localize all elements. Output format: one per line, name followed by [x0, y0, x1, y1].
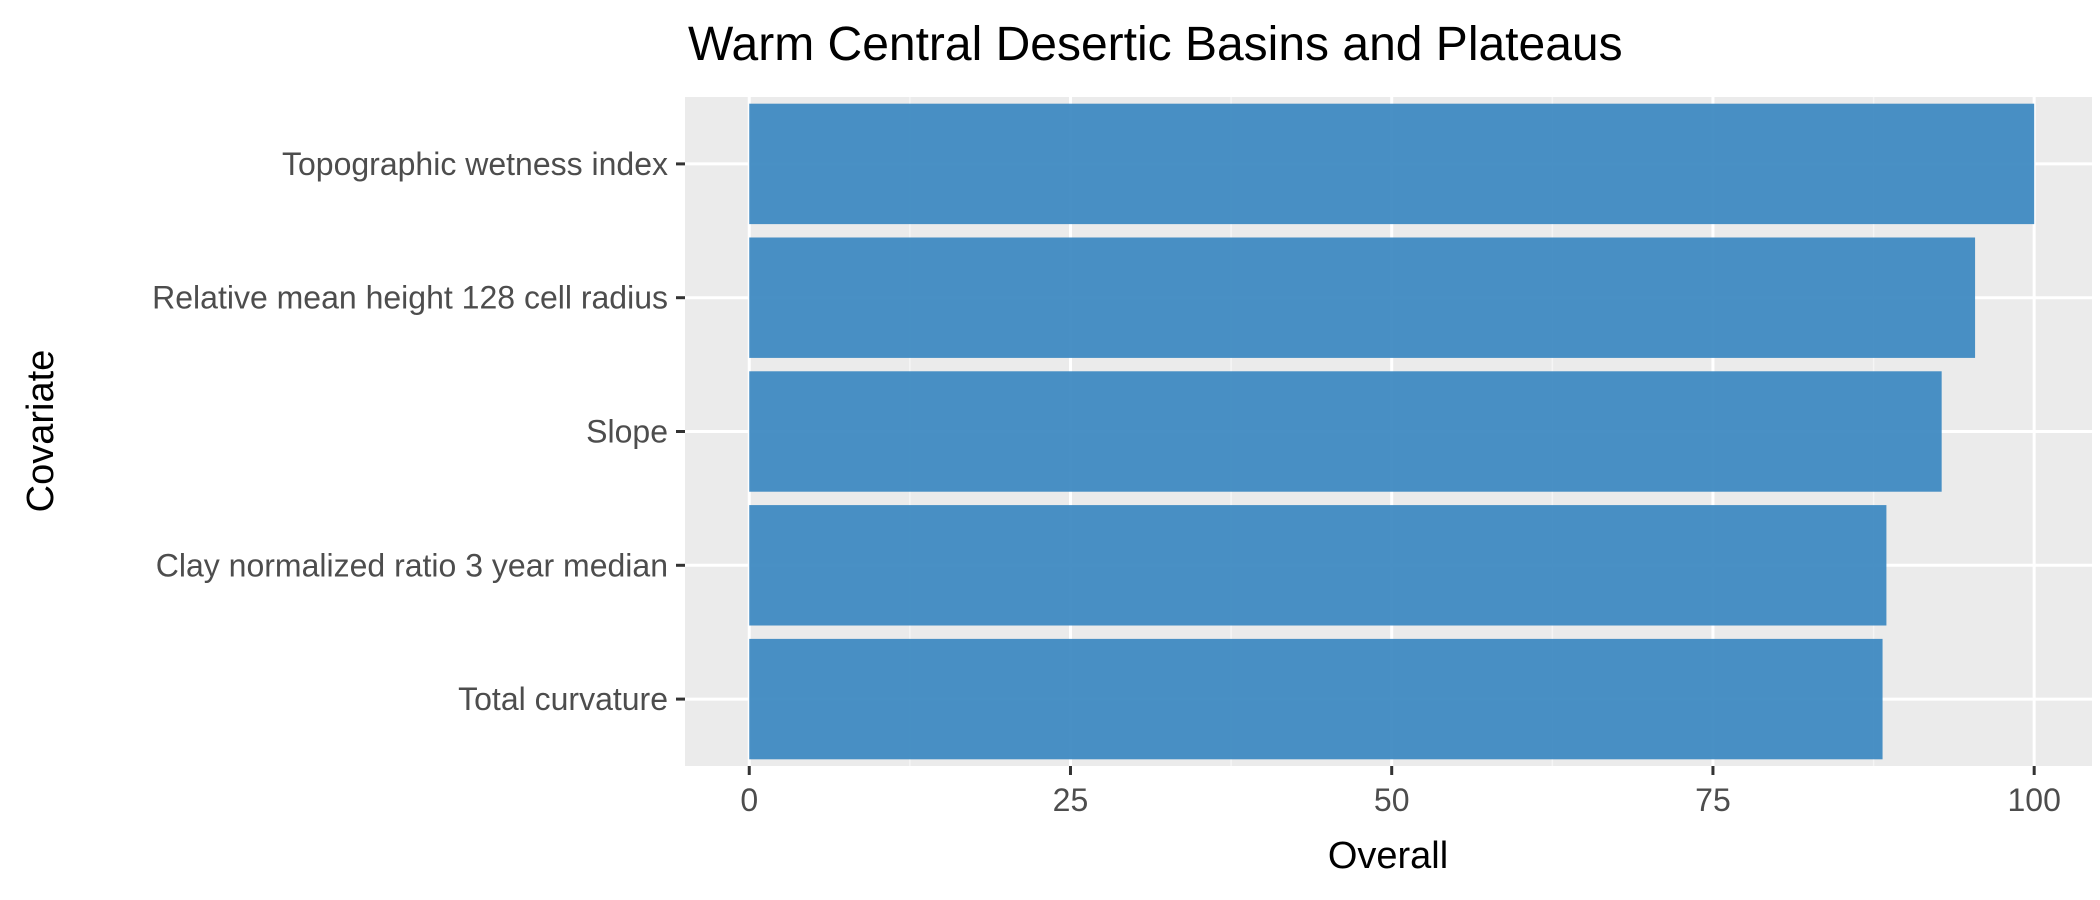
y-tick-label: Clay normalized ratio 3 year median [156, 547, 668, 583]
y-tick-label: Relative mean height 128 cell radius [152, 280, 668, 316]
x-axis-title: Overall [1328, 835, 1448, 877]
bars [749, 103, 2035, 760]
y-tick-label: Total curvature [458, 681, 668, 717]
y-axis-title: Covariate [20, 350, 62, 513]
y-tick-label: Slope [586, 414, 668, 450]
y-tick-label: Topographic wetness index [282, 146, 668, 182]
bar [749, 103, 2035, 225]
bar [749, 505, 1887, 626]
chart-title: Warm Central Desertic Basins and Plateau… [688, 18, 1623, 71]
axis-ticks: Topographic wetness index Relative mean h… [152, 146, 2061, 818]
bar [749, 237, 1976, 358]
bar [749, 371, 1942, 492]
x-tick-label: 50 [1374, 782, 1410, 818]
x-tick-label: 75 [1695, 782, 1731, 818]
x-tick-label: 0 [740, 782, 758, 818]
x-tick-label: 25 [1053, 782, 1089, 818]
bar [749, 638, 1883, 760]
x-tick-label: 100 [2007, 782, 2060, 818]
